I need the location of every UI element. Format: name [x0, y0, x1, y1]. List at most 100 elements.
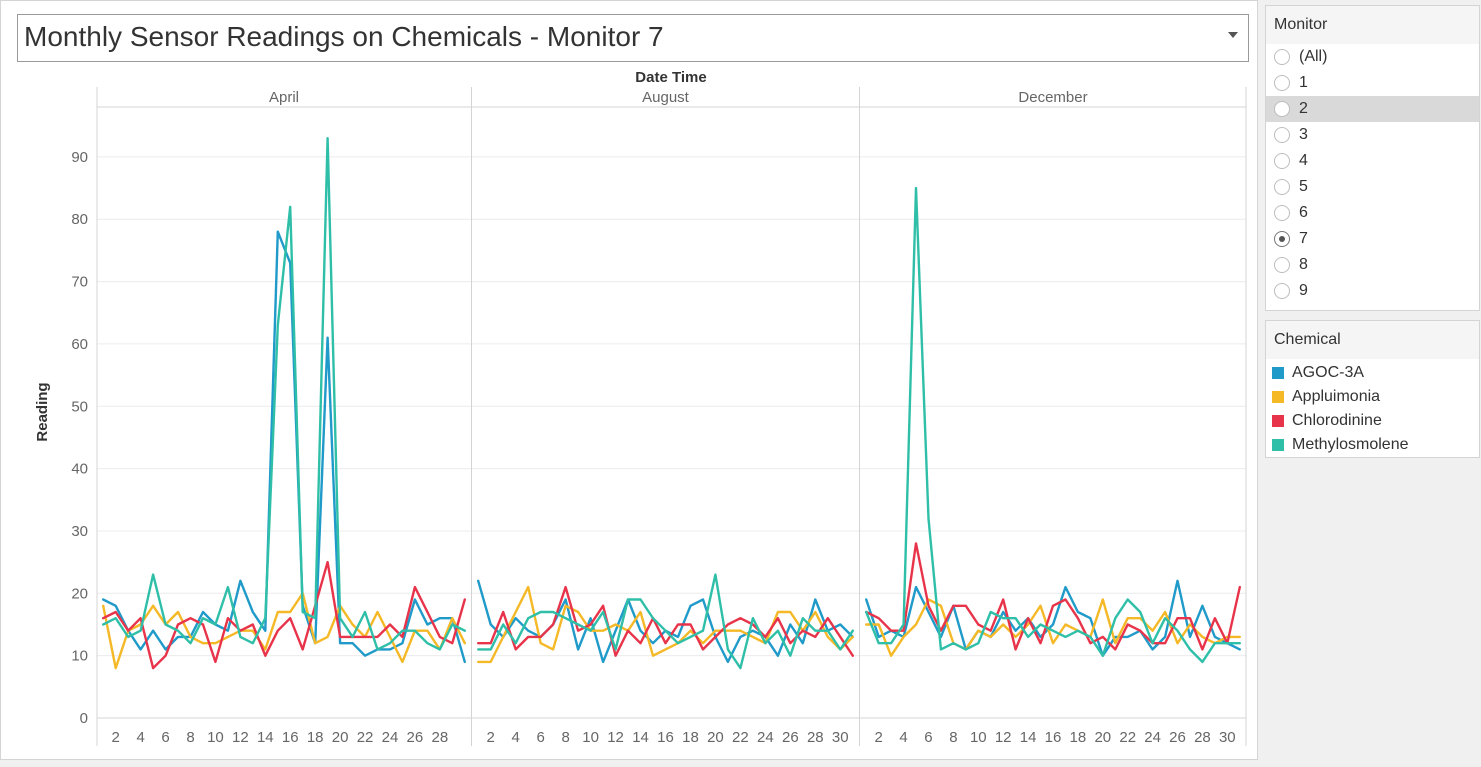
month-header: August	[642, 89, 690, 106]
series-line	[101, 560, 466, 670]
x-tick-label: 4	[899, 729, 907, 746]
legend-item[interactable]: Methylosmolene	[1266, 433, 1479, 457]
monitor-option-label: 8	[1299, 256, 1308, 273]
monitor-option-5[interactable]: 5	[1266, 174, 1479, 200]
x-tick-label: 26	[782, 729, 799, 746]
radio-icon[interactable]	[1274, 231, 1290, 247]
x-tick-label: 14	[257, 729, 274, 746]
y-axis-label: Reading	[34, 382, 51, 441]
series-line	[865, 598, 1242, 657]
y-tick-label: 60	[71, 336, 88, 353]
monitor-option-list: (All) 1 2 3 4 5 6 7 8 9	[1266, 44, 1479, 304]
x-tick-label: 24	[757, 729, 774, 746]
monitor-option-label: 7	[1299, 230, 1308, 247]
x-tick-label: 4	[512, 729, 520, 746]
y-tick-label: 50	[71, 398, 88, 415]
x-tick-label: 22	[357, 729, 374, 746]
monitor-option-4[interactable]: 4	[1266, 148, 1479, 174]
series-line	[865, 542, 1242, 651]
x-tick-label: 10	[970, 729, 987, 746]
legend-item[interactable]: AGOC-3A	[1266, 361, 1479, 385]
x-tick-label: 26	[407, 729, 424, 746]
x-tick-label: 30	[832, 729, 849, 746]
x-tick-label: 20	[332, 729, 349, 746]
radio-icon[interactable]	[1274, 283, 1290, 299]
x-tick-label: 4	[136, 729, 144, 746]
monitor-option-label: 2	[1299, 100, 1308, 117]
x-tick-label: 2	[112, 729, 120, 746]
radio-icon[interactable]	[1274, 257, 1290, 273]
x-tick-label: 16	[657, 729, 674, 746]
legend-label: Appluimonia	[1292, 388, 1381, 405]
radio-icon[interactable]	[1274, 127, 1290, 143]
x-tick-label: 22	[1119, 729, 1136, 746]
x-tick-label: 26	[1169, 729, 1186, 746]
y-tick-label: 40	[71, 461, 88, 478]
x-tick-label: 8	[949, 729, 957, 746]
month-header: December	[1018, 89, 1087, 106]
x-tick-label: 16	[282, 729, 299, 746]
x-tick-label: 24	[1144, 729, 1161, 746]
monitor-option-label: 6	[1299, 204, 1308, 221]
legend-item[interactable]: Appluimonia	[1266, 385, 1479, 409]
monitor-option-6[interactable]: 6	[1266, 200, 1479, 226]
y-tick-label: 20	[71, 585, 88, 602]
monitor-option-3[interactable]: 3	[1266, 122, 1479, 148]
x-tick-label: 18	[682, 729, 699, 746]
monitor-option-label: 1	[1299, 74, 1308, 91]
y-tick-label: 70	[71, 274, 88, 291]
x-tick-label: 14	[632, 729, 649, 746]
x-tick-label: 12	[995, 729, 1012, 746]
x-tick-label: 24	[382, 729, 399, 746]
y-tick-label: 80	[71, 211, 88, 228]
monitor-option-label: (All)	[1299, 48, 1328, 65]
radio-icon[interactable]	[1274, 179, 1290, 195]
y-tick-label: 10	[71, 648, 88, 665]
monitor-option-9[interactable]: 9	[1266, 278, 1479, 304]
legend-list: AGOC-3A Appluimonia Chlorodinine Methylosmo…	[1266, 359, 1479, 457]
month-header: April	[269, 89, 299, 106]
y-tick-label: 90	[71, 149, 88, 166]
series-line	[865, 186, 1242, 664]
x-tick-label: 6	[161, 729, 169, 746]
monitor-option-all[interactable]: (All)	[1266, 44, 1479, 70]
radio-icon[interactable]	[1274, 205, 1290, 221]
x-tick-label: 14	[1020, 729, 1037, 746]
title-dropdown[interactable]: Monthly Sensor Readings on Chemicals - M…	[17, 14, 1249, 62]
x-tick-label: 18	[307, 729, 324, 746]
x-tick-label: 16	[1045, 729, 1062, 746]
monitor-filter: Monitor (All) 1 2 3 4 5 6 7 8 9	[1265, 5, 1480, 311]
radio-icon[interactable]	[1274, 49, 1290, 65]
x-tick-label: 8	[186, 729, 194, 746]
x-tick-label: 6	[536, 729, 544, 746]
monitor-option-label: 9	[1299, 282, 1308, 299]
x-tick-label: 28	[1194, 729, 1211, 746]
legend-swatch	[1272, 415, 1284, 427]
x-tick-label: 22	[732, 729, 749, 746]
monitor-option-label: 4	[1299, 152, 1308, 169]
radio-icon[interactable]	[1274, 75, 1290, 91]
monitor-option-7[interactable]: 7	[1266, 226, 1479, 252]
legend-item[interactable]: Chlorodinine	[1266, 409, 1479, 433]
radio-icon[interactable]	[1274, 101, 1290, 117]
x-tick-label: 18	[1070, 729, 1087, 746]
monitor-option-8[interactable]: 8	[1266, 252, 1479, 278]
chevron-down-icon[interactable]	[1228, 32, 1238, 38]
series-line	[101, 230, 466, 664]
legend-swatch	[1272, 367, 1284, 379]
monitor-option-2[interactable]: 2	[1266, 96, 1479, 122]
x-tick-label: 28	[807, 729, 824, 746]
x-tick-label: 20	[707, 729, 724, 746]
series-line	[477, 585, 854, 657]
column-header: Date Time	[635, 69, 706, 86]
monitor-filter-title: Monitor	[1266, 6, 1479, 44]
legend-label: Methylosmolene	[1292, 436, 1409, 453]
legend-label: AGOC-3A	[1292, 364, 1365, 381]
monitor-option-1[interactable]: 1	[1266, 70, 1479, 96]
series-line	[101, 592, 466, 670]
y-tick-label: 0	[80, 710, 88, 727]
monitor-option-label: 3	[1299, 126, 1308, 143]
y-tick-label: 30	[71, 523, 88, 540]
radio-icon[interactable]	[1274, 153, 1290, 169]
chemical-legend: Chemical AGOC-3A Appluimonia Chlorodinine M…	[1265, 320, 1480, 458]
